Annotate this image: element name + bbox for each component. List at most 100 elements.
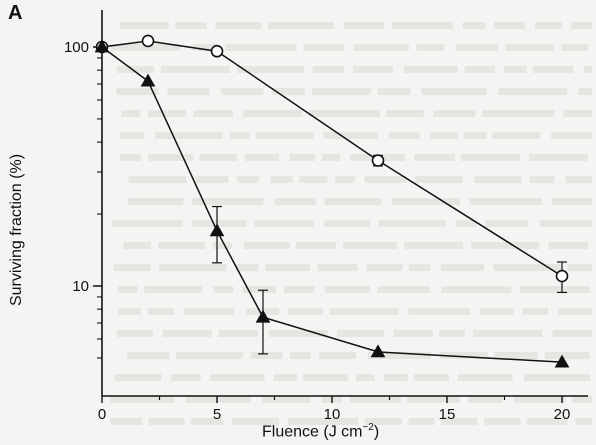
bleed-word [128, 176, 187, 183]
bleed-word [193, 110, 233, 117]
bleed-word [416, 44, 444, 51]
bleed-word [312, 66, 344, 73]
x-tick-label: 15 [439, 406, 456, 423]
bleed-word [317, 264, 358, 271]
bleed-word [195, 176, 229, 183]
bleed-word [192, 198, 264, 205]
data-point-circle [210, 44, 224, 58]
bleed-word [159, 264, 227, 271]
bleed-word [385, 110, 424, 117]
bleed-word [583, 66, 592, 73]
bleed-word [220, 88, 264, 95]
bleed-word [267, 22, 335, 29]
bleed-word [199, 154, 238, 161]
bleed-word [356, 374, 375, 381]
bleed-word [460, 154, 521, 161]
bleed-word [324, 220, 371, 227]
x-axis-title-exponent: −2 [362, 422, 374, 433]
bleed-word [288, 418, 359, 425]
bleed-word [268, 330, 328, 337]
bleed-word [299, 176, 328, 183]
bleed-word [274, 198, 316, 205]
bleed-word [322, 154, 341, 161]
bleed-word [540, 220, 592, 227]
bleed-word [110, 396, 175, 403]
x-tick-label: 20 [554, 406, 571, 423]
bleed-word [413, 154, 455, 161]
bleed-word [494, 352, 538, 359]
y-tick-label: 100 [64, 39, 89, 56]
x-axis-title-text: Fluence (J cm [262, 423, 363, 441]
bleed-word [148, 418, 185, 425]
bleed-word [336, 330, 384, 337]
bleed-word [532, 66, 574, 73]
bleed-word [225, 44, 297, 51]
bleed-word [296, 242, 336, 249]
bleed-word [170, 374, 201, 381]
bleed-word [565, 176, 592, 183]
bleed-word [393, 330, 433, 337]
bleed-word [388, 132, 420, 139]
bleed-word [408, 264, 431, 271]
data-point-triangle [209, 223, 225, 237]
data-point-triangle [370, 344, 386, 358]
bleed-word [155, 132, 223, 139]
bleed-word [323, 132, 378, 139]
bleed-word [364, 176, 407, 183]
bleed-word [481, 110, 555, 117]
bleed-word [342, 242, 398, 249]
bleed-word [167, 88, 210, 95]
bleed-word [287, 308, 324, 315]
bleed-word [183, 308, 235, 315]
bleed-word [324, 286, 370, 293]
bleed-word [210, 374, 265, 381]
bleed-word [119, 22, 169, 29]
bleed-word [148, 154, 194, 161]
bleed-word [114, 374, 162, 381]
bleed-word [544, 352, 590, 359]
bleed-word [121, 110, 141, 117]
bleed-word [235, 264, 259, 271]
bleed-word [212, 242, 233, 249]
bleed-word [440, 352, 489, 359]
bleed-word [312, 88, 371, 95]
bleed-word [493, 264, 561, 271]
bleed-word [256, 132, 314, 139]
bleed-word [404, 242, 464, 249]
bleed-word [441, 418, 478, 425]
bleed-word [265, 264, 310, 271]
bleed-word [441, 286, 512, 293]
panel-label: A [8, 2, 23, 24]
bleed-word [111, 44, 181, 51]
bleed-word [484, 418, 521, 425]
bleed-word [534, 22, 562, 29]
bleed-word [440, 264, 484, 271]
x-tick-label: 10 [324, 406, 341, 423]
bleed-word [464, 66, 495, 73]
bleed-word [578, 88, 592, 95]
bleed-word [414, 374, 450, 381]
bleed-word [270, 176, 293, 183]
bleed-word [563, 110, 592, 117]
bleed-word [330, 308, 399, 315]
bleed-word [119, 132, 145, 139]
bleed-word [175, 22, 207, 29]
bleed-word [470, 242, 539, 249]
bleed-word [343, 22, 385, 29]
bleed-word [254, 220, 314, 227]
bleed-word [111, 220, 184, 227]
bleed-word [318, 352, 357, 359]
bleed-word [415, 176, 463, 183]
bleed-word [473, 330, 542, 337]
bleed-word [391, 22, 453, 29]
bleed-word [575, 418, 592, 425]
bleed-word [116, 330, 154, 337]
bleed-word [236, 176, 260, 183]
bleed-word [353, 66, 394, 73]
bleed-word [117, 66, 155, 73]
data-point-circle [371, 154, 385, 167]
bleed-word [529, 176, 555, 183]
bleed-word [261, 396, 311, 403]
